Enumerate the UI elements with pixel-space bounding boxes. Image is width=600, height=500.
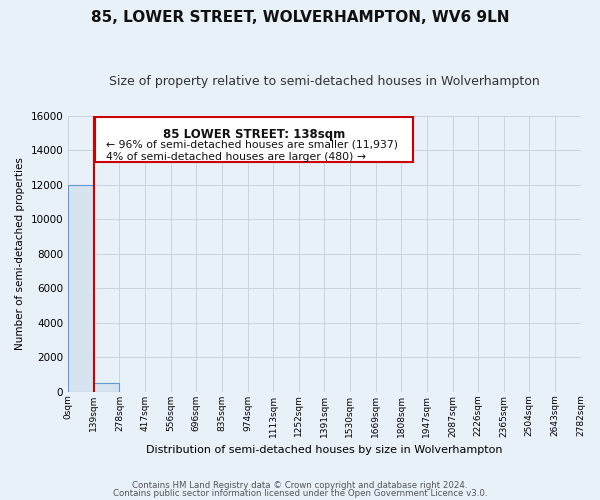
Title: Size of property relative to semi-detached houses in Wolverhampton: Size of property relative to semi-detach… [109,75,540,88]
Text: ← 96% of semi-detached houses are smaller (11,937): ← 96% of semi-detached houses are smalle… [106,140,398,149]
Bar [94,383,119,392]
Text: 4% of semi-detached houses are larger (480) →: 4% of semi-detached houses are larger (4… [106,152,367,162]
Bar [68,184,94,392]
Text: Contains public sector information licensed under the Open Government Licence v3: Contains public sector information licen… [113,488,487,498]
Text: 85, LOWER STREET, WOLVERHAMPTON, WV6 9LN: 85, LOWER STREET, WOLVERHAMPTON, WV6 9LN [91,10,509,25]
Bar [95,118,413,162]
Y-axis label: Number of semi-detached properties: Number of semi-detached properties [15,157,25,350]
Text: Contains HM Land Registry data © Crown copyright and database right 2024.: Contains HM Land Registry data © Crown c… [132,481,468,490]
X-axis label: Distribution of semi-detached houses by size in Wolverhampton: Distribution of semi-detached houses by … [146,445,503,455]
Text: 85 LOWER STREET: 138sqm: 85 LOWER STREET: 138sqm [163,128,345,140]
